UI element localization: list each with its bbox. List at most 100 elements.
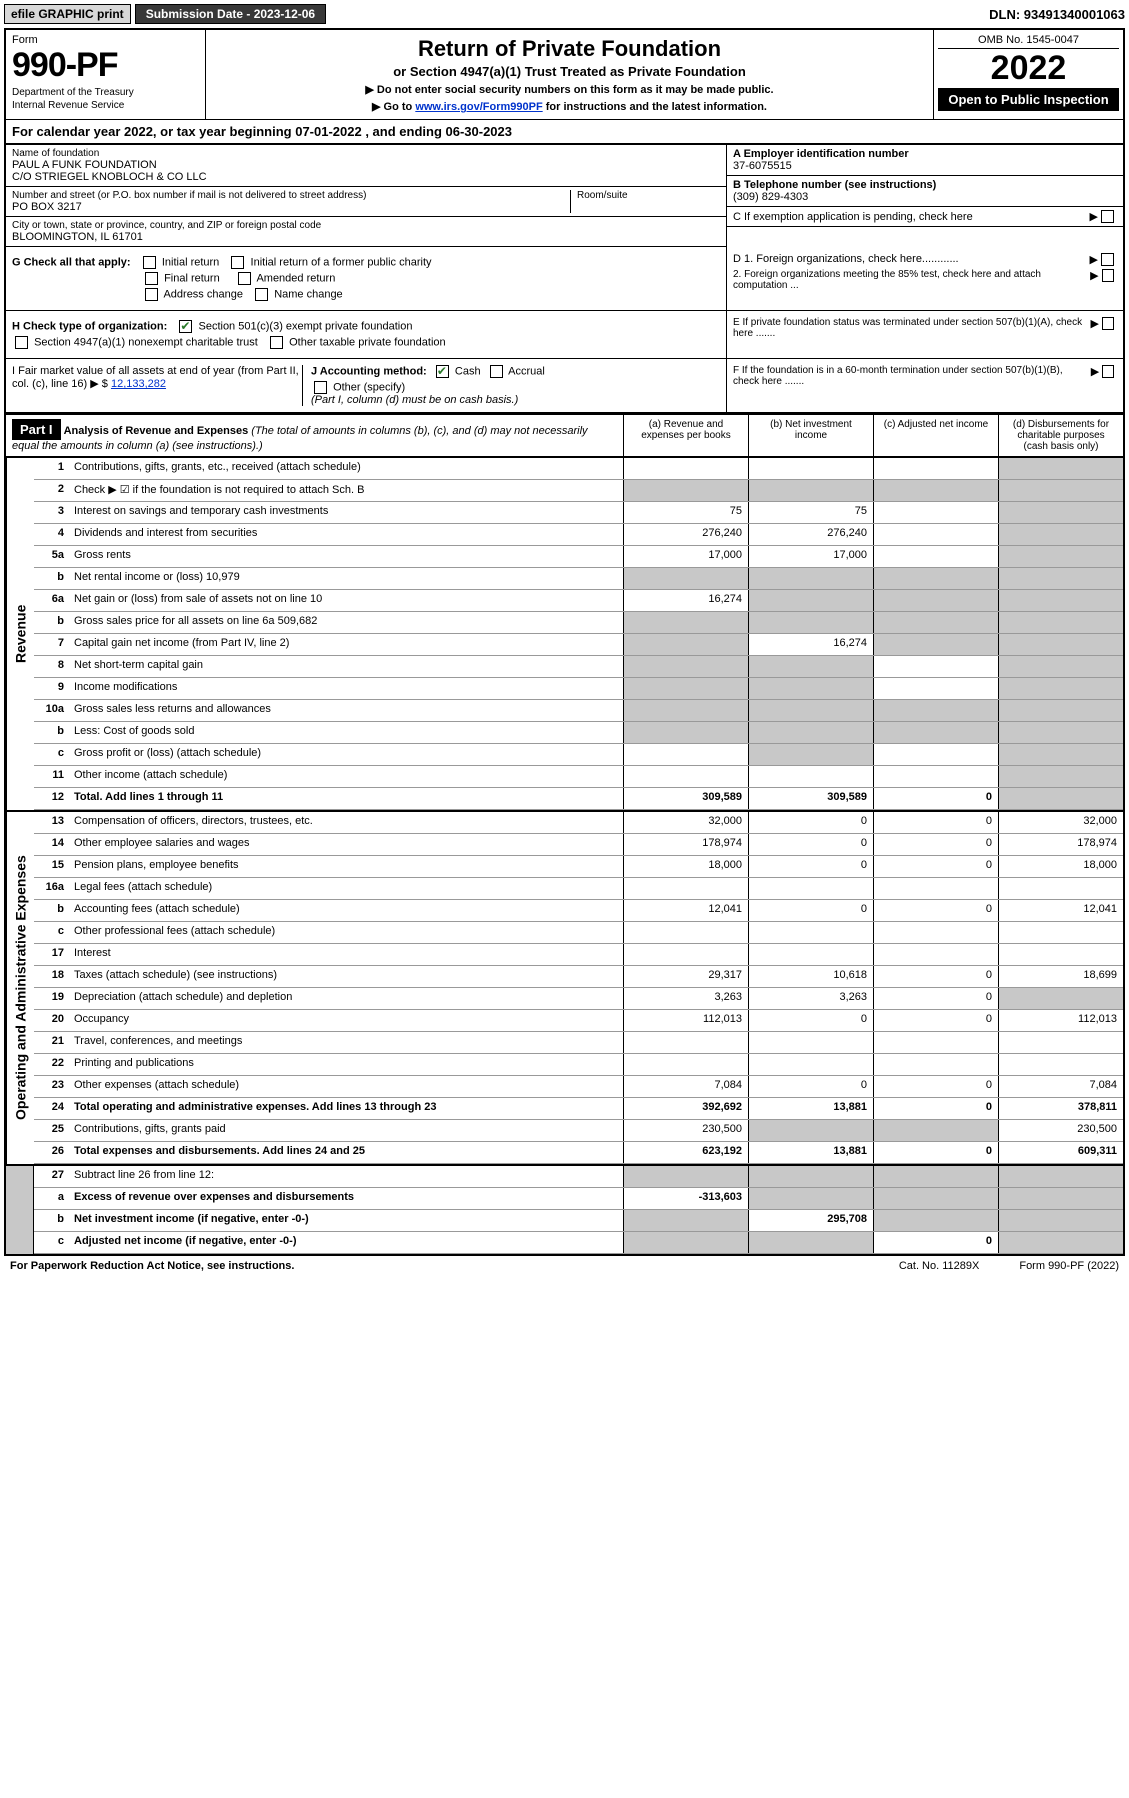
row-cell-c: 0 <box>873 1010 998 1031</box>
revenue-side-label: Revenue <box>6 458 34 810</box>
row-cell-b: 16,274 <box>748 634 873 655</box>
table-row: 16aLegal fees (attach schedule) <box>34 878 1123 900</box>
row-cell-b: 10,618 <box>748 966 873 987</box>
row-cell-d <box>998 922 1123 943</box>
row-cell-a: 16,274 <box>623 590 748 611</box>
c-checkbox[interactable] <box>1101 210 1114 223</box>
row-number: 23 <box>34 1076 70 1097</box>
g-amended-checkbox[interactable] <box>238 272 251 285</box>
row-cell-c <box>873 1210 998 1231</box>
note-link: ▶ Go to www.irs.gov/Form990PF for instru… <box>216 100 923 113</box>
g-label: G Check all that apply: <box>12 256 131 268</box>
h-501-checkbox[interactable] <box>179 320 192 333</box>
row-number: 10a <box>34 700 70 721</box>
part1-title: Analysis of Revenue and Expenses <box>64 425 249 437</box>
table-row: 27Subtract line 26 from line 12: <box>34 1166 1123 1188</box>
footer-form: Form 990-PF (2022) <box>1019 1260 1119 1272</box>
h-other-checkbox[interactable] <box>270 336 283 349</box>
table-row: 20Occupancy112,01300112,013 <box>34 1010 1123 1032</box>
row-cell-d: 230,500 <box>998 1120 1123 1141</box>
row-cell-a: 623,192 <box>623 1142 748 1163</box>
j-accrual-checkbox[interactable] <box>490 365 503 378</box>
note-no-ssn: ▶ Do not enter social security numbers o… <box>216 83 923 96</box>
table-row: bAccounting fees (attach schedule)12,041… <box>34 900 1123 922</box>
row-cell-a <box>623 568 748 589</box>
row-cell-a <box>623 458 748 479</box>
g-final-checkbox[interactable] <box>145 272 158 285</box>
row-cell-b <box>748 1166 873 1187</box>
row-label: Other professional fees (attach schedule… <box>70 922 623 943</box>
row-cell-b <box>748 480 873 501</box>
row-cell-c <box>873 944 998 965</box>
g-final-label: Final return <box>164 272 220 284</box>
city-value: BLOOMINGTON, IL 61701 <box>12 231 720 243</box>
row-cell-c: 0 <box>873 1076 998 1097</box>
row-cell-d <box>998 1166 1123 1187</box>
row-cell-a: 75 <box>623 502 748 523</box>
h-4947-checkbox[interactable] <box>15 336 28 349</box>
table-row: 4Dividends and interest from securities2… <box>34 524 1123 546</box>
d2-label: 2. Foreign organizations meeting the 85%… <box>733 269 1090 291</box>
d1-checkbox[interactable] <box>1101 253 1114 266</box>
row-cell-c <box>873 700 998 721</box>
col-b-header: (b) Net investment income <box>748 415 873 456</box>
row-cell-a: 230,500 <box>623 1120 748 1141</box>
j-other-label: Other (specify) <box>333 381 405 393</box>
row-cell-b <box>748 722 873 743</box>
row-number: 6a <box>34 590 70 611</box>
row-cell-c <box>873 458 998 479</box>
table-row: 13Compensation of officers, directors, t… <box>34 812 1123 834</box>
row-cell-d <box>998 480 1123 501</box>
table-row: 22Printing and publications <box>34 1054 1123 1076</box>
j-other-checkbox[interactable] <box>314 381 327 394</box>
row-number: 16a <box>34 878 70 899</box>
row-cell-c <box>873 656 998 677</box>
row-cell-d: 32,000 <box>998 812 1123 833</box>
g-initial-checkbox[interactable] <box>143 256 156 269</box>
row-cell-b <box>748 922 873 943</box>
row-cell-c: 0 <box>873 988 998 1009</box>
row-cell-c <box>873 1166 998 1187</box>
row-cell-c <box>873 1120 998 1141</box>
row-cell-b <box>748 1232 873 1253</box>
g-initial-former-checkbox[interactable] <box>231 256 244 269</box>
row-label: Less: Cost of goods sold <box>70 722 623 743</box>
row-number: 5a <box>34 546 70 567</box>
table-row: aExcess of revenue over expenses and dis… <box>34 1188 1123 1210</box>
row-number: 26 <box>34 1142 70 1163</box>
f-checkbox[interactable] <box>1102 365 1114 378</box>
submission-date-button[interactable]: Submission Date - 2023-12-06 <box>135 4 326 24</box>
g-initial-label: Initial return <box>162 256 219 268</box>
tel-label: B Telephone number (see instructions) <box>733 179 1117 191</box>
row-cell-c <box>873 480 998 501</box>
row-cell-c <box>873 612 998 633</box>
row-number: 8 <box>34 656 70 677</box>
row-label: Excess of revenue over expenses and disb… <box>70 1188 623 1209</box>
row-label: Interest <box>70 944 623 965</box>
irs-link[interactable]: www.irs.gov/Form990PF <box>415 101 542 113</box>
e-checkbox[interactable] <box>1102 317 1114 330</box>
row-cell-d <box>998 458 1123 479</box>
efile-button[interactable]: efile GRAPHIC print <box>4 4 131 24</box>
row-label: Other employee salaries and wages <box>70 834 623 855</box>
address-label: Number and street (or P.O. box number if… <box>12 190 570 201</box>
row-number: b <box>34 612 70 633</box>
row-cell-c <box>873 546 998 567</box>
table-row: bLess: Cost of goods sold <box>34 722 1123 744</box>
row-cell-a <box>623 722 748 743</box>
g-name-checkbox[interactable] <box>255 288 268 301</box>
d2-checkbox[interactable] <box>1102 269 1114 282</box>
table-row: 11Other income (attach schedule) <box>34 766 1123 788</box>
table-row: bGross sales price for all assets on lin… <box>34 612 1123 634</box>
j-cash-checkbox[interactable] <box>436 365 449 378</box>
table-row: 26Total expenses and disbursements. Add … <box>34 1142 1123 1164</box>
g-addr-checkbox[interactable] <box>145 288 158 301</box>
row-cell-b: 13,881 <box>748 1142 873 1163</box>
row-label: Dividends and interest from securities <box>70 524 623 545</box>
row-cell-d <box>998 722 1123 743</box>
row-label: Contributions, gifts, grants paid <box>70 1120 623 1141</box>
row-cell-d <box>998 590 1123 611</box>
row-cell-c <box>873 922 998 943</box>
table-row: cOther professional fees (attach schedul… <box>34 922 1123 944</box>
row-cell-b <box>748 744 873 765</box>
